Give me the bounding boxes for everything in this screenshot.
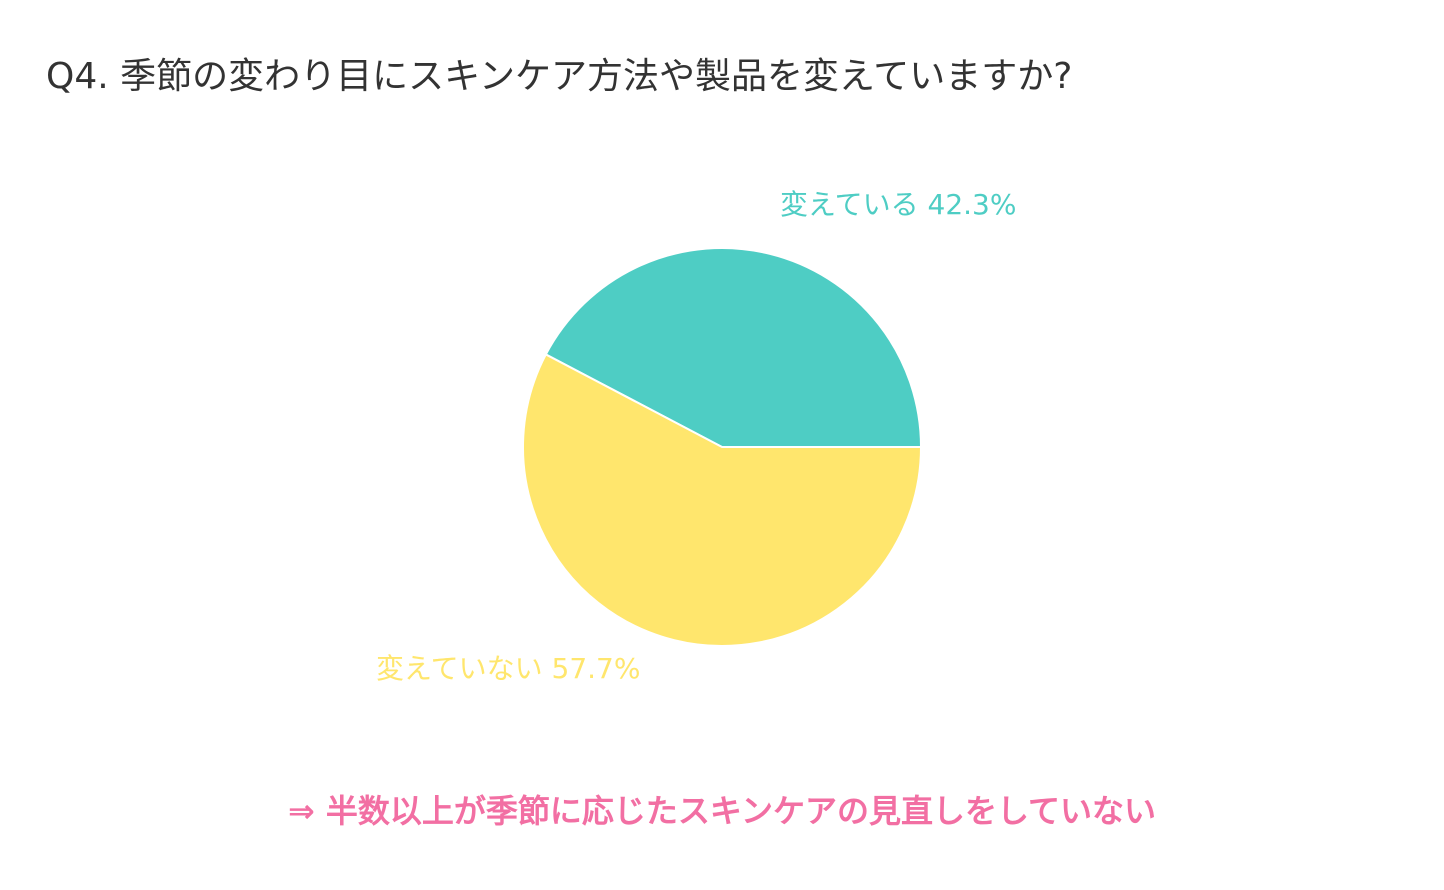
slice-label-changing: 変えている 42.3%	[780, 188, 1016, 221]
conclusion-text: ⇒ 半数以上が季節に応じたスキンケアの見直しをしていない	[287, 792, 1157, 830]
pie-slice-not-changing	[522, 353, 923, 647]
pie-slice-changing	[544, 247, 923, 448]
slice-label-not-changing: 変えていない 57.7%	[376, 652, 640, 685]
chart-title: Q4. 季節の変わり目にスキンケア方法や製品を変えていますか?	[46, 56, 1073, 97]
